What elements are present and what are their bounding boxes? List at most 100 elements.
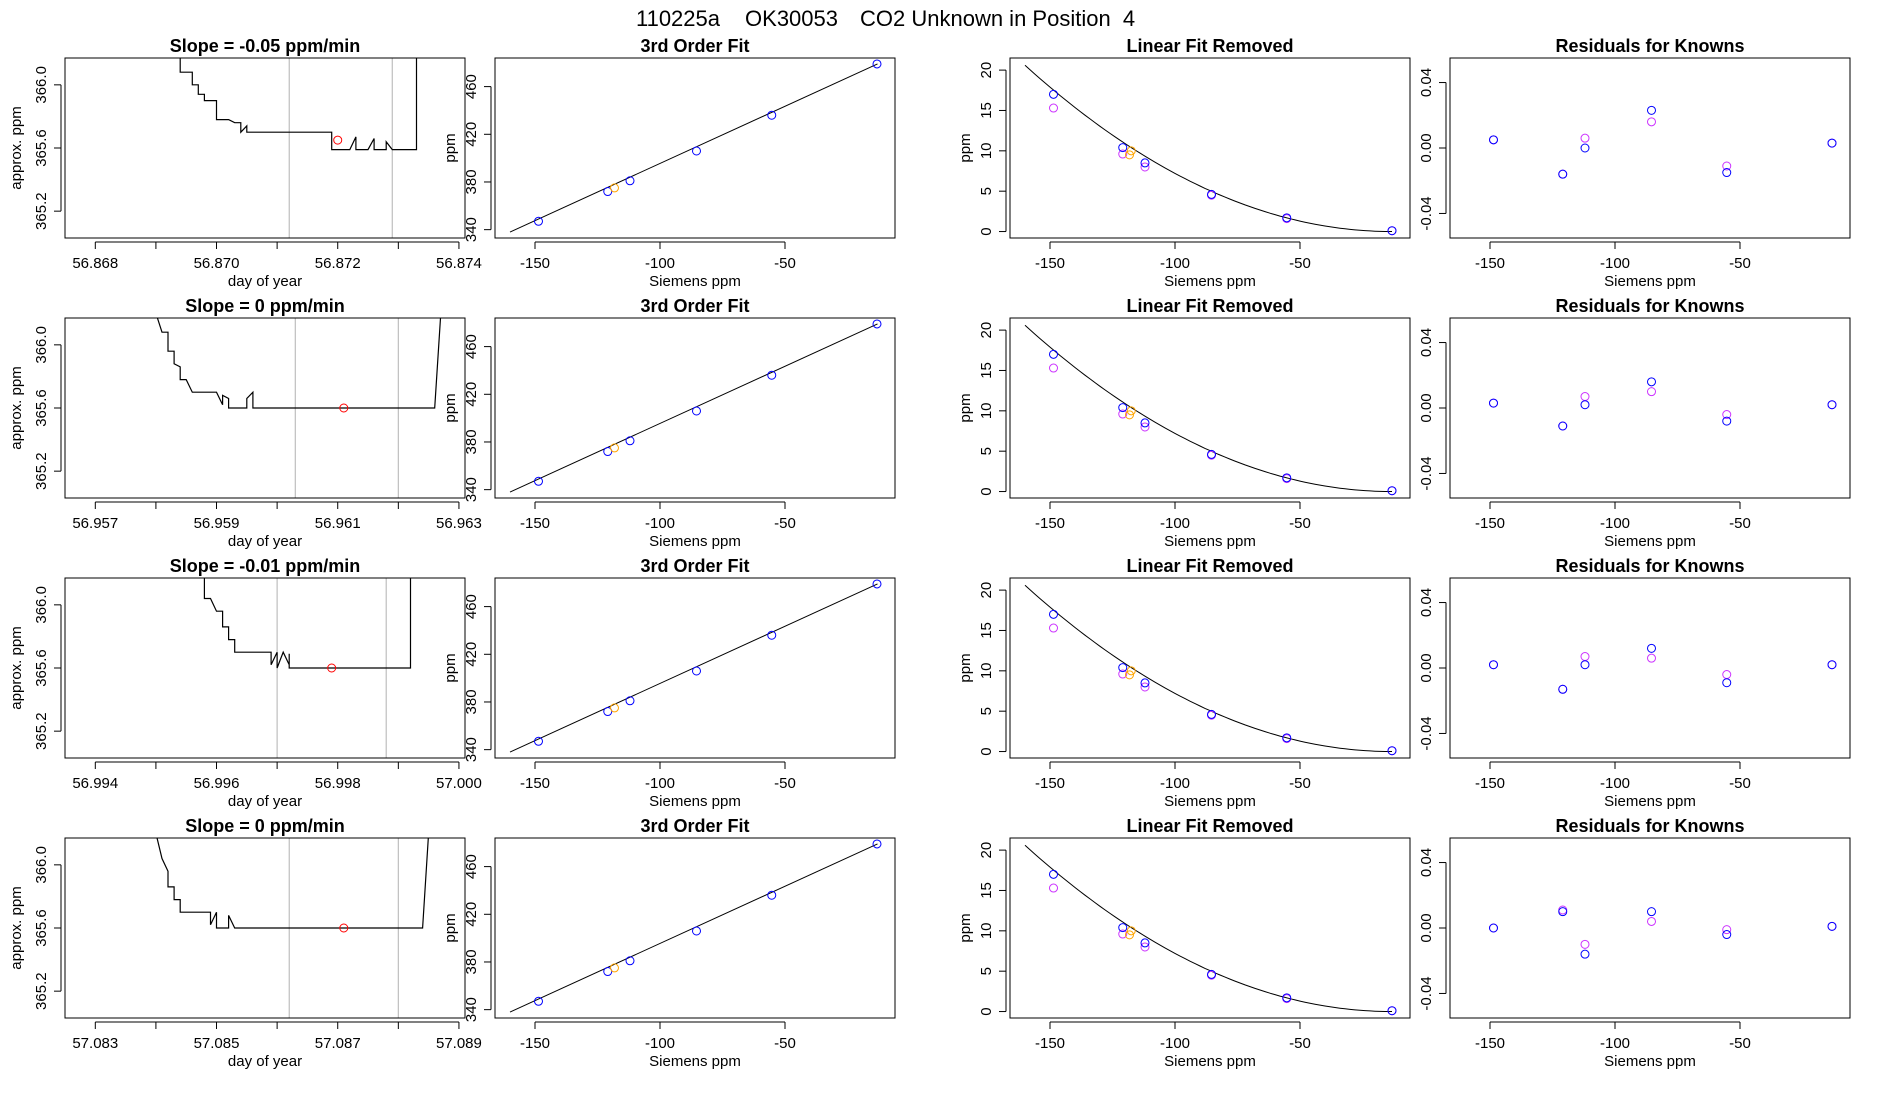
y-tick-label: 380: [463, 169, 480, 194]
x-tick-label: -50: [1729, 515, 1751, 532]
y-tick-label: 460: [463, 74, 480, 99]
x-tick-label: -50: [1729, 775, 1751, 792]
x-tick-label: -150: [1475, 255, 1505, 272]
residual-point-blue: [1827, 660, 1837, 670]
known-point-violet: [1118, 149, 1128, 159]
residual-point-blue: [1647, 643, 1656, 653]
residual-point-blue: [1722, 416, 1732, 426]
panel-title: Residuals for Knowns: [1555, 296, 1744, 316]
y-tick-label: 0.00: [1418, 653, 1435, 682]
y-tick-label: 15: [978, 622, 995, 639]
x-axis-label: Siemens ppm: [649, 273, 741, 290]
y-axis-label: approx. ppm: [8, 106, 25, 189]
residual-point-blue: [1558, 684, 1568, 694]
residual-point-blue: [1489, 660, 1498, 670]
x-tick-label: -50: [1729, 255, 1751, 272]
analyzer-trace: [156, 318, 442, 409]
plot-frame: [64, 317, 466, 499]
plot-frame: [1449, 577, 1851, 759]
known-point: [625, 696, 635, 706]
known-point-violet: [1140, 162, 1150, 172]
y-tick-label: 420: [463, 642, 480, 667]
y-tick-label: 365.6: [33, 129, 50, 167]
plot-frame: [494, 577, 896, 759]
known-point-blue: [1118, 143, 1128, 153]
known-point-violet: [1140, 682, 1150, 692]
known-point: [534, 216, 543, 226]
x-axis-label: Siemens ppm: [649, 533, 741, 550]
x-tick-label: 56.961: [315, 515, 361, 532]
known-point: [625, 436, 635, 446]
known-point-blue: [1282, 213, 1292, 223]
known-point: [872, 839, 882, 849]
plot-area: [1024, 64, 1397, 236]
known-point-blue: [1049, 609, 1058, 619]
figure-title-description: CO2 Unknown in Position 4: [860, 6, 1135, 31]
x-tick-label: 56.963: [436, 515, 482, 532]
y-tick-label: 365.6: [33, 389, 50, 427]
known-point-blue: [1207, 189, 1216, 199]
residual-point-blue: [1558, 907, 1568, 917]
x-tick-label: 57.085: [194, 1035, 240, 1052]
panel-r3-c2: 3rd Order Fit -150 -100 -50 Siemens ppm 340 38…: [442, 556, 896, 810]
y-axis-label: ppm: [957, 653, 974, 682]
fit-curve: [1024, 324, 1392, 492]
known-point-blue: [1387, 226, 1397, 236]
known-point-blue: [1140, 678, 1150, 688]
y-tick-label: 460: [463, 334, 480, 359]
plot-area: [203, 578, 412, 758]
x-tick-label: 56.996: [194, 775, 240, 792]
panel-title: 3rd Order Fit: [640, 36, 749, 56]
residual-point-violet: [1647, 653, 1656, 663]
panel-r4-c4: Residuals for Knowns -150 -100 -50 Siemens p…: [1418, 816, 1851, 1070]
unknown-point: [1126, 406, 1136, 416]
y-axis-label: ppm: [957, 133, 974, 162]
x-tick-label: 56.998: [315, 775, 361, 792]
x-axis-label: Siemens ppm: [1604, 533, 1696, 550]
plot-area: [1024, 324, 1397, 496]
y-tick-label: 15: [978, 882, 995, 899]
panel-title: Residuals for Knowns: [1555, 36, 1744, 56]
residual-point-blue: [1647, 105, 1656, 115]
x-tick-label: 57.083: [72, 1035, 118, 1052]
x-tick-label: 57.087: [315, 1035, 361, 1052]
y-tick-label: 0: [978, 1007, 995, 1015]
panel-r2-c4: Residuals for Knowns -150 -100 -50 Siemens p…: [1418, 296, 1851, 550]
residual-point-blue: [1647, 907, 1656, 917]
y-tick-label: 460: [463, 594, 480, 619]
plot-area: [1489, 905, 1837, 959]
residual-point-violet: [1647, 117, 1656, 127]
x-axis-label: day of year: [228, 273, 302, 290]
known-point: [767, 890, 777, 900]
y-tick-label: 20: [978, 322, 995, 339]
residual-point-blue: [1722, 678, 1732, 688]
x-axis-label: Siemens ppm: [1604, 793, 1696, 810]
known-point: [625, 956, 635, 966]
residual-point-blue: [1558, 421, 1568, 431]
y-tick-label: 420: [463, 902, 480, 927]
known-point: [872, 319, 882, 329]
plot-frame: [64, 57, 466, 239]
residual-point-blue: [1827, 400, 1837, 410]
panel-r4-c1: Slope = 0 ppm/min 57.083 57.085 57.087 57.08…: [8, 816, 482, 1070]
y-tick-label: 15: [978, 362, 995, 379]
known-point: [603, 447, 613, 457]
plot-frame: [64, 577, 466, 759]
y-tick-label: 10: [978, 142, 995, 159]
x-tick-label: -50: [774, 255, 796, 272]
y-tick-label: 366.0: [33, 326, 50, 364]
panel-title: Linear Fit Removed: [1126, 296, 1293, 316]
plot-area: [1489, 105, 1837, 179]
plot-frame: [1009, 577, 1411, 759]
known-point: [534, 996, 543, 1006]
known-point: [872, 59, 882, 69]
y-tick-label: -0.04: [1418, 716, 1435, 750]
plot-area: [1489, 643, 1837, 694]
figure-title-tank-id: OK30053: [745, 6, 838, 31]
known-point-violet: [1118, 929, 1128, 939]
y-tick-label: 365.6: [33, 649, 50, 687]
residual-point-violet: [1580, 939, 1590, 949]
known-point-blue: [1207, 969, 1216, 979]
x-tick-label: -100: [645, 255, 675, 272]
known-point: [603, 187, 613, 197]
